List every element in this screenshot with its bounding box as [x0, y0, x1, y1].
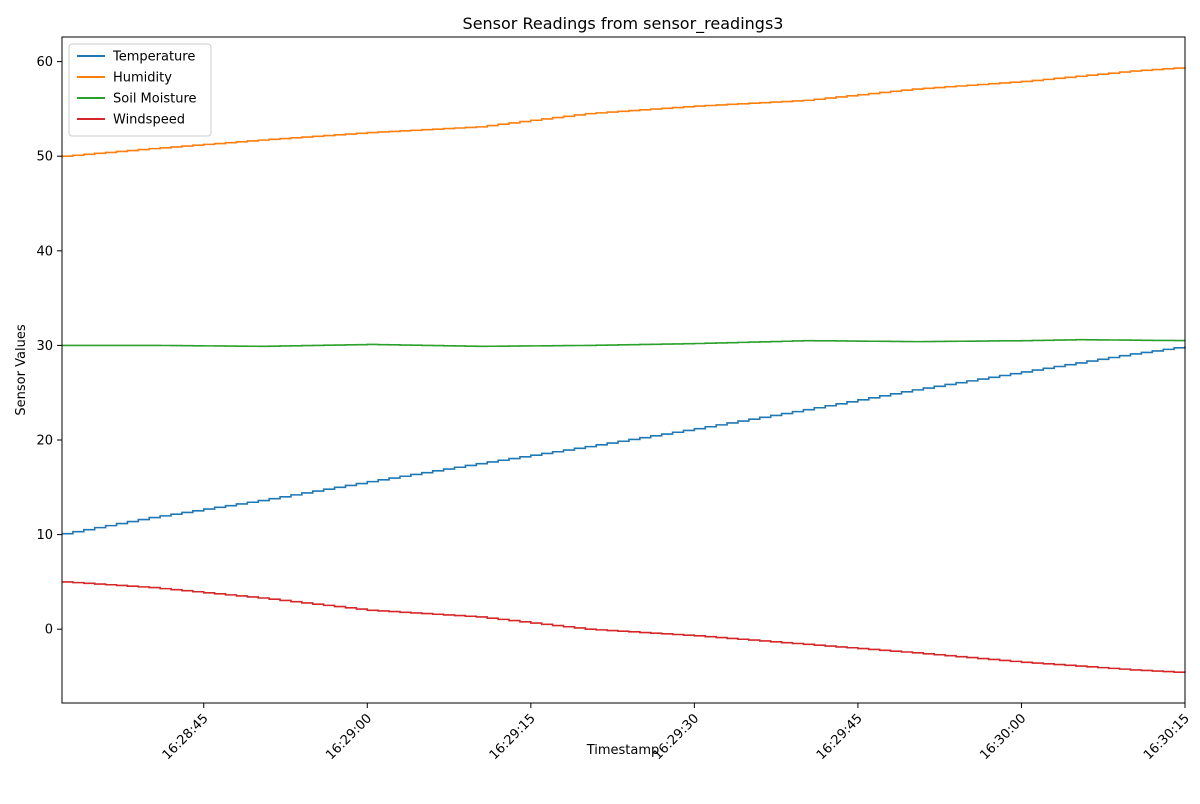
x-tick-label: 16:29:00: [323, 711, 375, 763]
x-tick-label: 16:29:30: [650, 711, 702, 763]
chart-title: Sensor Readings from sensor_readings3: [463, 14, 784, 34]
legend: Temperature Humidity Soil Moisture Windspee…: [68, 43, 212, 137]
x-axis-label: Timestamp: [586, 743, 660, 758]
x-tick-label: 16:28:45: [160, 711, 212, 763]
legend-label: Windspeed: [113, 113, 185, 128]
y-axis-label: Sensor Values: [14, 324, 29, 415]
series-line-0: [62, 346, 1186, 535]
y-tick-label: 30: [36, 339, 53, 354]
axes-frame: [61, 36, 1186, 704]
series-line-2: [62, 338, 1186, 348]
legend-label: Humidity: [113, 71, 172, 86]
y-tick-label: 20: [36, 434, 53, 449]
series-line-3: [62, 581, 1186, 673]
x-tick-label: 16:30:15: [1141, 711, 1193, 763]
legend-box: [68, 43, 212, 137]
x-tick-label: 16:29:15: [487, 711, 539, 763]
y-tick-label: 60: [36, 55, 53, 70]
axes: 0 10 20 30 40 50 60 16:28:45 16:29:00 16:29:15 16:…: [36, 36, 1193, 763]
y-tick-label: 40: [36, 244, 53, 259]
x-tick-label: 16:29:45: [814, 711, 866, 763]
y-tick-label: 50: [36, 150, 53, 165]
plot-area: [62, 67, 1186, 673]
legend-label: Soil Moisture: [113, 92, 197, 107]
y-tick-label: 10: [36, 528, 53, 543]
legend-label: Temperature: [112, 50, 195, 65]
x-tick-label: 16:30:00: [977, 711, 1029, 763]
y-tick-label: 0: [45, 623, 53, 638]
series-line-1: [62, 67, 1186, 157]
